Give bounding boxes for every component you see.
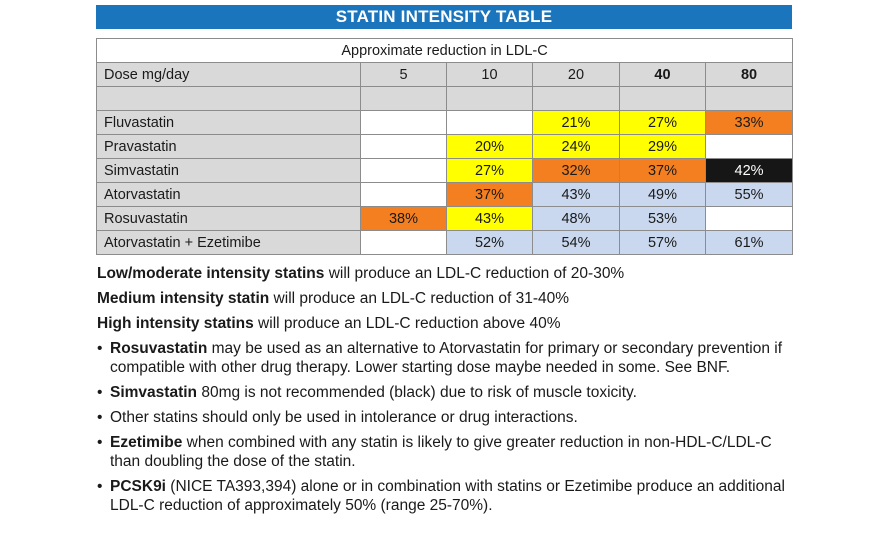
reduction-cell: 61%	[704, 230, 794, 255]
reduction-cell: 37%	[446, 182, 533, 207]
reduction-cell: 29%	[619, 134, 706, 159]
note-text: when combined with any statin is likely …	[110, 434, 772, 470]
table-row: Simvastatin 27% 32% 37% 42%	[96, 158, 794, 183]
reduction-cell	[360, 158, 447, 183]
drug-name: Pravastatin	[96, 134, 361, 159]
dose-header-10: 10	[446, 62, 533, 87]
statin-intensity-table: Approximate reduction in LDL-C Dose mg/d…	[95, 38, 794, 255]
reduction-cell	[360, 110, 447, 135]
spacer-cell	[704, 86, 794, 111]
intensity-definition: Medium intensity statin will produce an …	[97, 289, 787, 308]
note-text: Other statins should only be used in int…	[110, 409, 578, 426]
drug-name: Rosuvastatin	[96, 206, 361, 231]
note-bullet: • PCSK9i (NICE TA393,394) alone or in com…	[97, 477, 787, 515]
page-title: STATIN INTENSITY TABLE	[96, 5, 792, 29]
bullet-dot-icon: •	[97, 340, 103, 357]
dose-header-label: Dose mg/day	[96, 62, 361, 87]
bullet-dot-icon: •	[97, 434, 103, 451]
table-row: Fluvastatin 21% 27% 33%	[96, 110, 794, 135]
reduction-cell: 27%	[446, 158, 533, 183]
intensity-definition: High intensity statins will produce an L…	[97, 314, 787, 333]
note-term: Ezetimibe	[110, 434, 183, 451]
intensity-definitions: Low/moderate intensity statins will prod…	[97, 264, 787, 333]
dose-header-40: 40	[619, 62, 706, 87]
reduction-cell: 33%	[704, 110, 794, 135]
bullet-dot-icon: •	[97, 384, 103, 401]
note-bullet: • Ezetimibe when combined with any statin…	[97, 433, 787, 471]
table-caption: Approximate reduction in LDL-C	[95, 38, 794, 63]
reduction-cell: 52%	[446, 230, 533, 255]
bullet-dot-icon: •	[97, 409, 103, 426]
dose-header-5: 5	[360, 62, 447, 87]
reduction-cell: 57%	[619, 230, 706, 255]
note-term: Rosuvastatin	[110, 340, 208, 357]
spacer-cell	[619, 86, 706, 111]
table-row: Atorvastatin + Ezetimibe 52% 54% 57% 61%	[96, 230, 794, 255]
note-term: PCSK9i	[110, 478, 166, 495]
reduction-cell: 43%	[532, 182, 620, 207]
reduction-cell: 37%	[619, 158, 706, 183]
note-bullet: • Other statins should only be used in in…	[97, 408, 787, 427]
reduction-cell: 42%	[704, 158, 794, 183]
dose-header-80: 80	[704, 62, 794, 87]
reduction-cell	[704, 134, 794, 159]
reduction-cell	[704, 206, 794, 231]
reduction-cell: 27%	[619, 110, 706, 135]
note-bullet: • Simvastatin 80mg is not recommended (bl…	[97, 383, 787, 402]
note-text: (NICE TA393,394) alone or in combination…	[110, 478, 785, 514]
drug-name: Atorvastatin + Ezetimibe	[96, 230, 361, 255]
reduction-cell: 55%	[704, 182, 794, 207]
spacer-cell	[96, 86, 361, 111]
spacer-cell	[532, 86, 620, 111]
reduction-cell: 21%	[532, 110, 620, 135]
intensity-term: High intensity statins	[97, 315, 254, 332]
spacer-row	[96, 86, 794, 111]
reduction-cell: 49%	[619, 182, 706, 207]
table-row: Rosuvastatin 38% 43% 48% 53%	[96, 206, 794, 231]
reduction-cell	[360, 134, 447, 159]
intensity-definition: Low/moderate intensity statins will prod…	[97, 264, 787, 283]
reduction-cell	[360, 182, 447, 207]
notes-bullet-list: • Rosuvastatin may be used as an alternat…	[97, 339, 787, 515]
note-text: may be used as an alternative to Atorvas…	[110, 340, 782, 376]
spacer-cell	[446, 86, 533, 111]
spacer-cell	[360, 86, 447, 111]
intensity-text: will produce an LDL-C reduction above 40…	[253, 315, 561, 332]
drug-name: Simvastatin	[96, 158, 361, 183]
bullet-dot-icon: •	[97, 478, 103, 495]
intensity-term: Medium intensity statin	[97, 290, 270, 307]
drug-name: Atorvastatin	[96, 182, 361, 207]
drug-name: Fluvastatin	[96, 110, 361, 135]
reduction-cell: 24%	[532, 134, 620, 159]
dose-header-20: 20	[532, 62, 620, 87]
intensity-term: Low/moderate intensity statins	[97, 265, 325, 282]
note-term: Simvastatin	[110, 384, 198, 401]
table-row: Pravastatin 20% 24% 29%	[96, 134, 794, 159]
reduction-cell: 32%	[532, 158, 620, 183]
note-bullet: • Rosuvastatin may be used as an alternat…	[97, 339, 787, 377]
note-text: 80mg is not recommended (black) due to r…	[197, 384, 637, 401]
caption-row: Approximate reduction in LDL-C	[95, 38, 794, 63]
intensity-text: will produce an LDL-C reduction of 20-30…	[324, 265, 625, 282]
header-row: Dose mg/day 5 10 20 40 80	[96, 62, 794, 87]
reduction-cell: 20%	[446, 134, 533, 159]
reduction-cell: 43%	[446, 206, 533, 231]
reduction-cell: 54%	[532, 230, 620, 255]
reduction-cell	[360, 230, 447, 255]
intensity-text: will produce an LDL-C reduction of 31-40…	[269, 290, 570, 307]
reduction-cell	[446, 110, 533, 135]
reduction-cell: 48%	[532, 206, 620, 231]
table-row: Atorvastatin 37% 43% 49% 55%	[96, 182, 794, 207]
notes-section: Low/moderate intensity statins will prod…	[97, 264, 787, 521]
reduction-cell: 38%	[360, 206, 447, 231]
reduction-cell: 53%	[619, 206, 706, 231]
